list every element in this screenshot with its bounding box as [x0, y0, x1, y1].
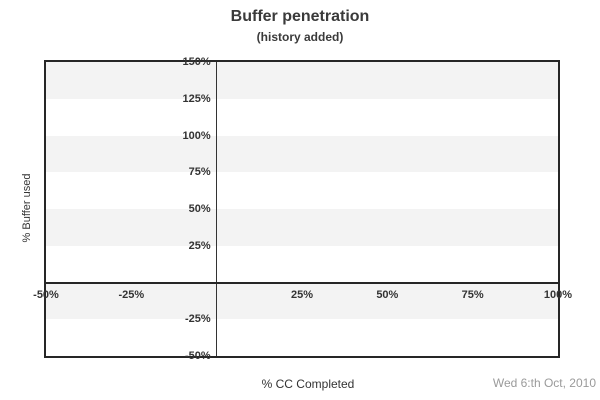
- y-tick-label: -50%: [184, 350, 211, 362]
- x-tick-label: 75%: [461, 288, 484, 301]
- zero-y-gridline: [46, 281, 558, 284]
- y-tick-label: 25%: [188, 239, 211, 252]
- y-tick-label: 50%: [188, 203, 211, 215]
- x-tick-label: 25%: [290, 288, 314, 301]
- y-tick-label: 75%: [188, 166, 211, 179]
- plot-band: [46, 245, 558, 283]
- plot-band: [46, 98, 558, 136]
- plot-area: 150% 125% 100% 75% 50% 25% -25% -50% -50% -25% 25…: [33, 56, 572, 362]
- plot-band: [46, 172, 558, 209]
- x-tick-label: -50%: [33, 288, 59, 301]
- y-tick-label: 125%: [182, 92, 211, 105]
- plot-band: [46, 319, 558, 356]
- x-tick-label: 100%: [543, 288, 573, 301]
- plot-band: [46, 135, 558, 173]
- x-tick-label: 50%: [376, 288, 399, 301]
- y-tick-label: 150%: [182, 56, 211, 68]
- plot-band: [46, 282, 558, 320]
- y-tick-label: -25%: [184, 313, 211, 326]
- chart-title: Buffer penetration: [230, 8, 370, 25]
- plot-band: [46, 62, 558, 99]
- y-tick-label: 100%: [182, 129, 211, 142]
- x-tick-label: -25%: [118, 288, 145, 301]
- plot-band: [46, 209, 558, 246]
- x-axis-title: % CC Completed: [261, 377, 355, 391]
- zero-x-gridline: [216, 62, 218, 356]
- chart-subtitle: (history added): [256, 30, 344, 44]
- y-axis-title: % Buffer used: [21, 173, 33, 243]
- date-stamp: Wed 6:th Oct, 2010: [492, 376, 596, 390]
